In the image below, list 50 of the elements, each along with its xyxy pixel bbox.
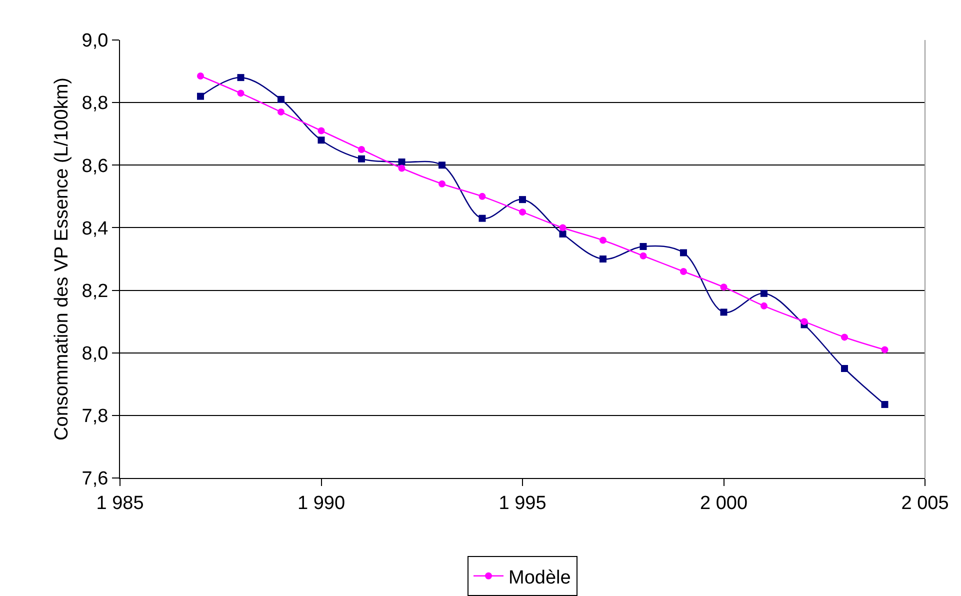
x-tick-label: 2 005: [901, 492, 949, 514]
point: [640, 252, 647, 260]
point: [438, 180, 446, 188]
y-tick-label: 8,4: [82, 218, 109, 240]
point: [197, 72, 204, 80]
point: [841, 365, 848, 372]
point: [197, 92, 204, 100]
point: [559, 230, 566, 238]
point: [478, 192, 486, 200]
point: [358, 146, 365, 153]
point: [318, 136, 325, 144]
point: [559, 224, 566, 232]
x-tick-label: 2 000: [700, 492, 748, 514]
point: [760, 290, 768, 297]
y-tick-label: 8,8: [82, 93, 108, 114]
y-tick-label: 8,6: [82, 156, 108, 177]
point: [398, 158, 406, 166]
point: [720, 308, 728, 316]
point: [841, 334, 848, 341]
point: [720, 284, 728, 291]
y-tick-label: 8,2: [82, 280, 108, 302]
point: [519, 196, 526, 204]
point: [237, 90, 244, 97]
point: [278, 96, 284, 103]
point: [680, 268, 687, 276]
point: [881, 400, 888, 408]
point: [237, 74, 244, 82]
point: [600, 256, 606, 262]
legend-label: Modèle: [508, 567, 571, 588]
point: [358, 155, 365, 162]
point: [800, 318, 808, 326]
point: [398, 164, 406, 172]
point: [278, 108, 284, 116]
point: [478, 214, 486, 222]
x-tick-label: 1 985: [96, 492, 144, 514]
point: [881, 346, 888, 354]
point: [760, 302, 768, 310]
y-tick-label: 9,0: [82, 30, 108, 52]
y-axis-title: Consommation des VP Essence (L/100km): [52, 78, 73, 440]
point: [640, 242, 647, 250]
point: [318, 127, 325, 134]
y-tick-label: 8,0: [82, 344, 108, 365]
point: [519, 208, 526, 216]
point: [680, 249, 687, 256]
y-tick-label: 7,6: [82, 468, 108, 490]
y-tick-label: 7,8: [82, 406, 108, 428]
x-tick-label: 1 990: [297, 492, 346, 514]
point: [438, 162, 446, 169]
point: [600, 236, 606, 244]
x-tick-label: 1 995: [498, 492, 546, 514]
